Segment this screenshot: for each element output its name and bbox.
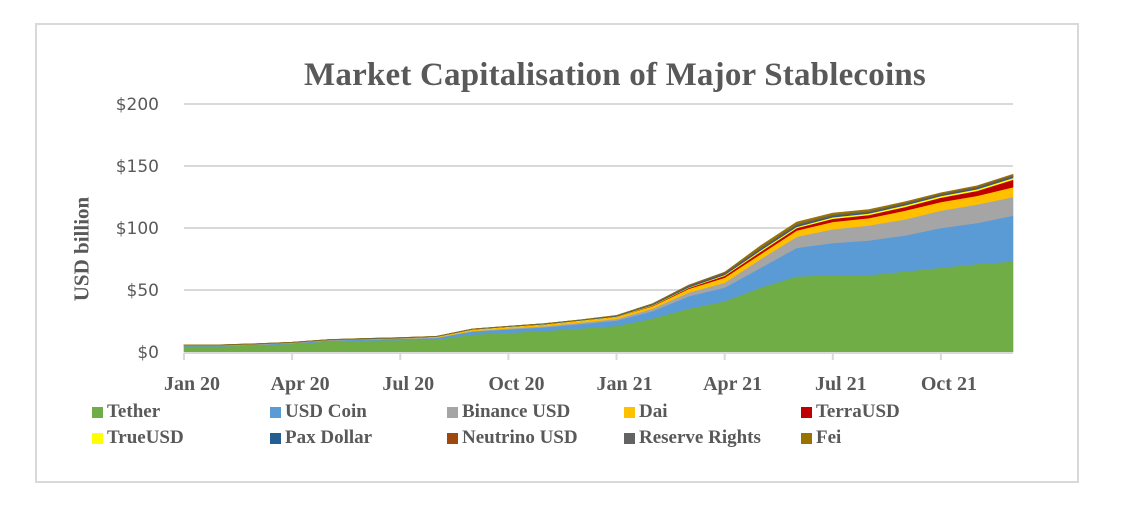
legend-item-pax-dollar: Pax Dollar — [270, 427, 447, 449]
y-axis-ticks: $0 $50 $100 $150 $200 — [116, 95, 159, 363]
legend-swatch — [92, 432, 103, 444]
legend-item-reserve-rights: Reserve Rights — [624, 427, 801, 449]
legend-swatch — [447, 432, 458, 444]
legend-item-binance-usd: Binance USD — [447, 401, 624, 423]
x-tick-label: Jul 21 — [815, 373, 867, 395]
legend-label: Fei — [816, 427, 842, 448]
legend-item-terrausd: TerraUSD — [801, 401, 978, 423]
x-axis — [183, 352, 1013, 360]
x-tick-label: Oct 21 — [921, 373, 977, 395]
legend-label: Pax Dollar — [285, 427, 373, 448]
legend-label: Binance USD — [462, 401, 571, 422]
x-tick-label: Oct 20 — [488, 373, 544, 395]
legend-item-tether: Tether — [92, 401, 270, 423]
x-tick-label: Jan 21 — [596, 373, 652, 395]
legend-swatch — [270, 432, 281, 444]
x-tick-label: Apr 20 — [271, 373, 330, 395]
x-tick-label: Jan 20 — [164, 373, 220, 395]
legend-item-usd-coin: USD Coin — [270, 401, 447, 423]
legend-item-trueusd: TrueUSD — [92, 427, 270, 449]
y-tick-label: $100 — [116, 219, 159, 239]
chart-title: Market Capitalisation of Major Stablecoi… — [304, 57, 926, 93]
legend-item-neutrino-usd: Neutrino USD — [447, 427, 624, 449]
legend-label: TrueUSD — [107, 427, 184, 448]
y-tick-label: $50 — [127, 281, 159, 301]
area-series — [183, 173, 1014, 353]
area-fei — [184, 173, 1014, 346]
legend-swatch — [92, 406, 103, 418]
legend-swatch — [624, 406, 635, 418]
area-tether — [183, 261, 1014, 353]
legend-label: USD Coin — [285, 401, 367, 422]
legend-swatch — [801, 432, 812, 444]
legend-label: Dai — [639, 401, 668, 422]
legend-label: TerraUSD — [816, 401, 900, 422]
x-tick-label: Apr 21 — [703, 373, 762, 395]
legend-swatch — [624, 432, 635, 444]
x-tick-label: Jul 20 — [382, 373, 434, 395]
legend-label: Neutrino USD — [462, 427, 578, 448]
legend-swatch — [801, 406, 812, 418]
legend-item-fei: Fei — [801, 427, 978, 449]
legend-label: Reserve Rights — [639, 427, 761, 448]
y-tick-label: $150 — [116, 157, 159, 177]
y-tick-label: $200 — [116, 95, 159, 115]
legend: Tether USD Coin Binance USD Dai TerraUSD True… — [92, 401, 972, 449]
y-tick-label: $0 — [137, 343, 159, 363]
legend-item-dai: Dai — [624, 401, 801, 423]
legend-label: Tether — [107, 401, 161, 422]
legend-swatch — [270, 406, 281, 418]
legend-swatch — [447, 406, 458, 418]
x-axis-ticks: Jan 20 Apr 20 Jul 20 Oct 20 Jan 21 Apr 21 Jul … — [164, 373, 977, 395]
